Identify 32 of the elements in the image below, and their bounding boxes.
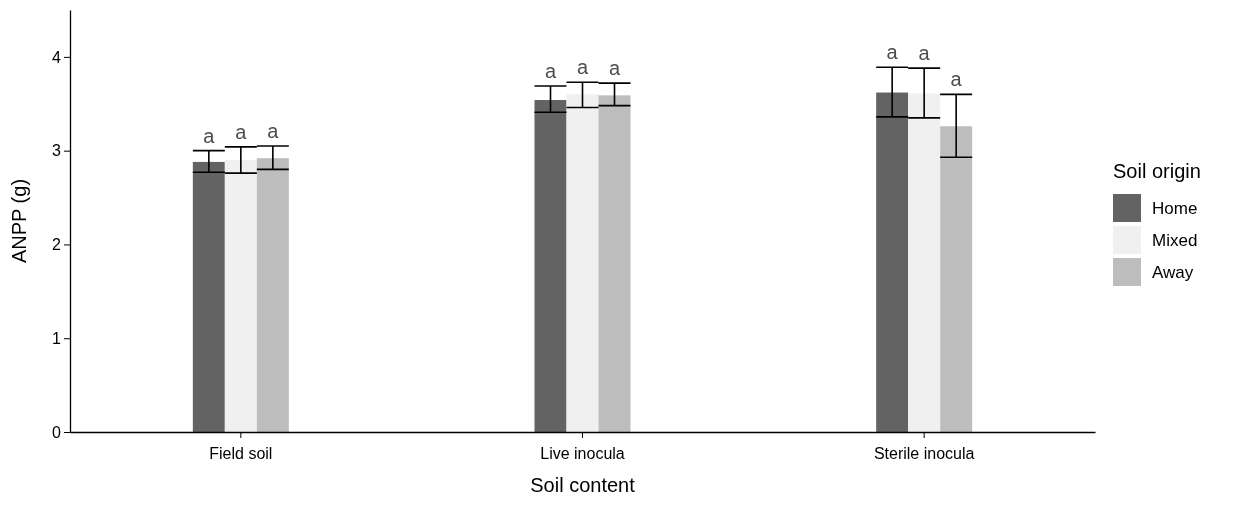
legend-title: Soil origin <box>1113 160 1201 182</box>
x-tick-label: Field soil <box>209 444 273 462</box>
bar <box>940 126 973 432</box>
x-tick-label: Sterile inocula <box>873 444 975 462</box>
y-axis-title: ANPP (g) <box>8 178 30 264</box>
x-tick-label: Live inocula <box>540 444 625 462</box>
legend-label: Home <box>1152 199 1198 218</box>
bar <box>566 94 599 432</box>
bar <box>876 92 909 432</box>
data-label: a <box>544 59 557 82</box>
y-tick-label: 1 <box>52 329 62 347</box>
data-label: a <box>918 42 931 65</box>
y-tick-label: 3 <box>52 142 62 160</box>
legend-label: Away <box>1152 263 1194 282</box>
data-label: a <box>267 119 280 142</box>
data-label: a <box>950 68 963 91</box>
x-axis-title: Soil content <box>530 474 636 496</box>
bar <box>224 160 257 432</box>
data-label: a <box>203 124 216 147</box>
bar <box>192 161 225 432</box>
bar <box>908 93 941 432</box>
bar <box>598 95 631 432</box>
legend-label: Mixed <box>1152 231 1198 250</box>
data-label: a <box>576 56 589 79</box>
data-label: a <box>608 57 621 80</box>
bar <box>256 158 289 432</box>
data-label: a <box>235 120 248 143</box>
y-tick-label: 4 <box>52 48 62 66</box>
y-tick-label: 2 <box>52 236 62 254</box>
bar <box>534 100 567 432</box>
y-tick-label: 0 <box>52 423 62 441</box>
data-label: a <box>886 41 899 64</box>
